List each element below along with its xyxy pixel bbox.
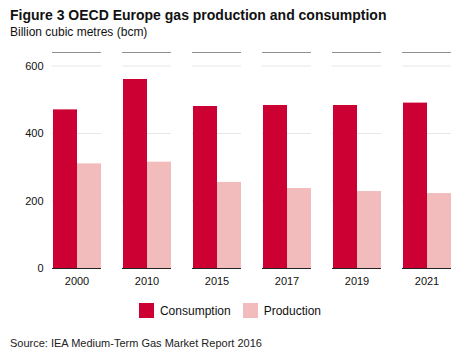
svg-text:400: 400 (25, 127, 43, 139)
svg-text:2017: 2017 (275, 275, 299, 287)
svg-text:2021: 2021 (415, 275, 439, 287)
html-text:Source: IEA Medium-Term Gas Ma: Source: IEA Medium-Term Gas Market Repor… (10, 337, 262, 349)
svg-text:2010: 2010 (135, 275, 159, 287)
svg-text:2015: 2015 (205, 275, 229, 287)
html-text:Consumption: Consumption (160, 303, 231, 318)
svg-text:600: 600 (25, 60, 43, 72)
svg-text:0: 0 (37, 262, 43, 274)
html-text:Billion cubic metres (bcm): Billion cubic metres (bcm) (10, 25, 148, 39)
svg-text:200: 200 (25, 195, 43, 207)
html-text:Figure 3 OECD Europe gas produ: Figure 3 OECD Europe gas production and … (10, 7, 387, 23)
svg-text:2019: 2019 (345, 275, 369, 287)
svg-text:2000: 2000 (65, 275, 89, 287)
html-text:Production: Production (263, 303, 321, 318)
